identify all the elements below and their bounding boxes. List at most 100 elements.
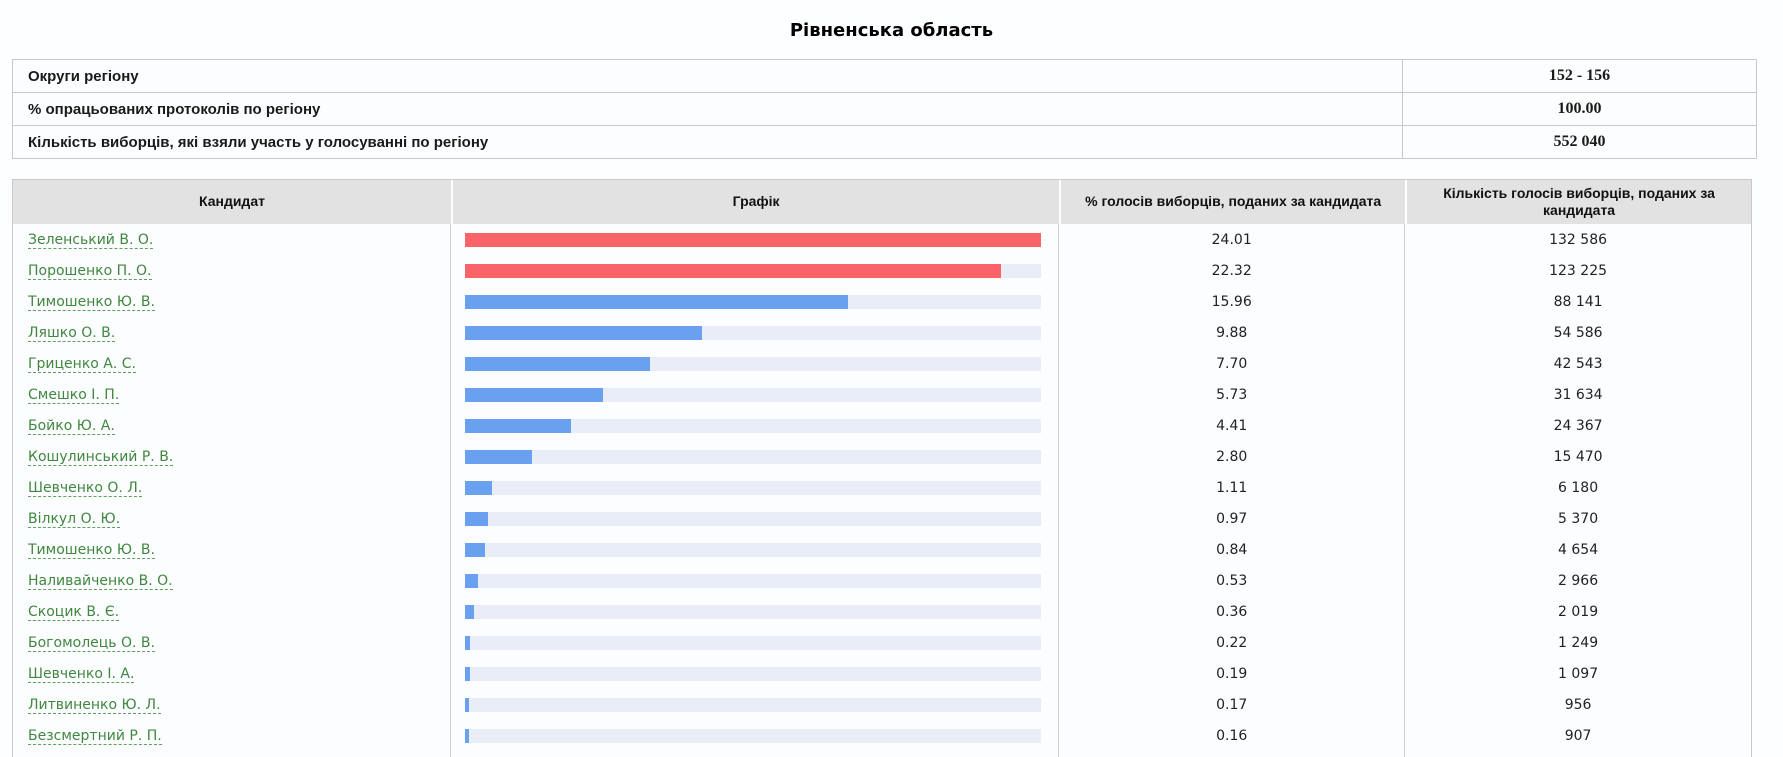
candidate-link[interactable]: Шевченко О. Л. (28, 479, 143, 497)
votes-value: 15 470 (1553, 448, 1603, 465)
candidate-link[interactable]: Шевченко І. А. (28, 665, 135, 683)
bar-fill (464, 356, 650, 371)
bar-track (464, 573, 1042, 588)
percent-value: 24.01 (1059, 224, 1406, 255)
table-row: Наливайченко В. О. 0.53 2 966 (13, 565, 1751, 596)
percent-value: 0.22 (1059, 627, 1406, 658)
candidate-link[interactable]: Смешко І. П. (28, 386, 120, 404)
bar-track (464, 604, 1042, 619)
candidate-link[interactable]: Гриценко А. С. (28, 355, 136, 373)
filler-cell (13, 751, 451, 757)
candidate-cell: Тимошенко Ю. В. (13, 286, 451, 317)
bar-track (464, 449, 1042, 464)
candidate-link[interactable]: Бойко Ю. А. (28, 417, 115, 435)
candidate-link[interactable]: Наливайченко В. О. (28, 572, 173, 590)
results-header-row: Кандидат Графік % голосів виборців, пода… (13, 180, 1751, 224)
votes-value: 54 586 (1553, 324, 1603, 341)
candidate-cell: Гриценко А. С. (13, 348, 451, 379)
graph-cell (451, 689, 1060, 720)
candidate-cell: Наливайченко В. О. (13, 565, 451, 596)
graph-cell (451, 472, 1060, 503)
graph-cell (451, 658, 1060, 689)
bar-track (464, 697, 1042, 712)
graph-cell (451, 255, 1060, 286)
candidate-link[interactable]: Вілкул О. Ю. (28, 510, 121, 528)
bar-track (464, 232, 1042, 247)
bar-track (464, 387, 1042, 402)
percent-value: 0.19 (1059, 658, 1406, 689)
graph-cell (451, 534, 1060, 565)
graph-cell (451, 224, 1060, 255)
region-info-table: Округи регіону 152 - 156 % опрацьованих … (12, 59, 1758, 159)
votes-value: 956 (1564, 696, 1592, 713)
candidate-link[interactable]: Кошулинський Р. В. (28, 448, 174, 466)
region-info-row: % опрацьованих протоколів по регіону 100… (12, 92, 1758, 126)
candidate-cell: Скоцик В. Є. (13, 596, 451, 627)
candidate-link[interactable]: Безсмертний Р. П. (28, 727, 162, 745)
col-header-percent: % голосів виборців, поданих за кандидата (1059, 180, 1406, 224)
candidate-cell: Тимошенко Ю. В. (13, 534, 451, 565)
bar-track (464, 728, 1042, 743)
bar-fill (464, 294, 849, 309)
results-table-container: Кандидат Графік % голосів виборців, пода… (12, 179, 1752, 757)
region-info-label: Округи регіону (12, 59, 1403, 93)
table-row: Тимошенко Ю. В. 15.96 88 141 (13, 286, 1751, 317)
table-row: Зеленський В. О. 24.01 132 586 (13, 224, 1751, 255)
bar-track (464, 511, 1042, 526)
col-header-graph: Графік (450, 180, 1060, 224)
percent-value: 0.97 (1059, 503, 1406, 534)
bar-fill (464, 449, 533, 464)
bar-track (464, 325, 1042, 340)
candidate-link[interactable]: Богомолець О. В. (28, 634, 155, 652)
votes-value: 24 367 (1553, 417, 1603, 434)
candidate-link[interactable]: Порошенко П. О. (28, 262, 152, 280)
table-row: Скоцик В. Є. 0.36 2 019 (13, 596, 1751, 627)
region-info-row: Округи регіону 152 - 156 (12, 59, 1758, 93)
table-row: Шевченко О. Л. 1.11 6 180 (13, 472, 1751, 503)
percent-value: 0.36 (1059, 596, 1406, 627)
candidate-link[interactable]: Зеленський В. О. (28, 231, 154, 249)
votes-value: 2 966 (1558, 572, 1599, 589)
votes-value: 4 654 (1558, 541, 1599, 558)
bar-fill (464, 697, 470, 712)
filler-cell (1405, 751, 1751, 757)
candidate-cell: Шевченко І. А. (13, 658, 451, 689)
candidate-cell: Смешко І. П. (13, 379, 451, 410)
percent-value: 0.16 (1059, 720, 1406, 751)
bar-fill (464, 542, 486, 557)
votes-value: 132 586 (1549, 231, 1608, 248)
candidate-link[interactable]: Скоцик В. Є. (28, 603, 120, 621)
graph-cell (451, 410, 1060, 441)
filler-cell (1059, 751, 1406, 757)
filler-row (13, 751, 1751, 757)
region-info-value: 552 040 (1401, 125, 1758, 159)
percent-value: 22.32 (1059, 255, 1406, 286)
bar-track (464, 635, 1042, 650)
percent-value: 0.17 (1059, 689, 1406, 720)
percent-value: 5.73 (1059, 379, 1406, 410)
percent-value: 2.80 (1059, 441, 1406, 472)
bar-fill (464, 232, 1042, 247)
votes-value: 88 141 (1553, 293, 1603, 310)
table-row: Вілкул О. Ю. 0.97 5 370 (13, 503, 1751, 534)
graph-cell (451, 379, 1060, 410)
percent-value: 7.70 (1059, 348, 1406, 379)
bar-track (464, 294, 1042, 309)
candidate-link[interactable]: Литвиненко Ю. Л. (28, 696, 161, 714)
votes-value: 5 370 (1558, 510, 1599, 527)
candidate-link[interactable]: Ляшко О. В. (28, 324, 116, 342)
graph-cell (451, 627, 1060, 658)
table-row: Шевченко І. А. 0.19 1 097 (13, 658, 1751, 689)
graph-cell (451, 720, 1060, 751)
page-title: Рівненська область (789, 20, 994, 41)
col-header-candidate: Кандидат (13, 180, 451, 224)
region-info-label: % опрацьованих протоколів по регіону (12, 92, 1403, 126)
table-row: Безсмертний Р. П. 0.16 907 (13, 720, 1751, 751)
bar-track (464, 666, 1042, 681)
percent-value: 0.84 (1059, 534, 1406, 565)
candidate-link[interactable]: Тимошенко Ю. В. (28, 293, 155, 311)
votes-value: 6 180 (1558, 479, 1599, 496)
candidate-link[interactable]: Тимошенко Ю. В. (28, 541, 155, 559)
percent-value: 9.88 (1059, 317, 1406, 348)
bar-fill (464, 387, 603, 402)
